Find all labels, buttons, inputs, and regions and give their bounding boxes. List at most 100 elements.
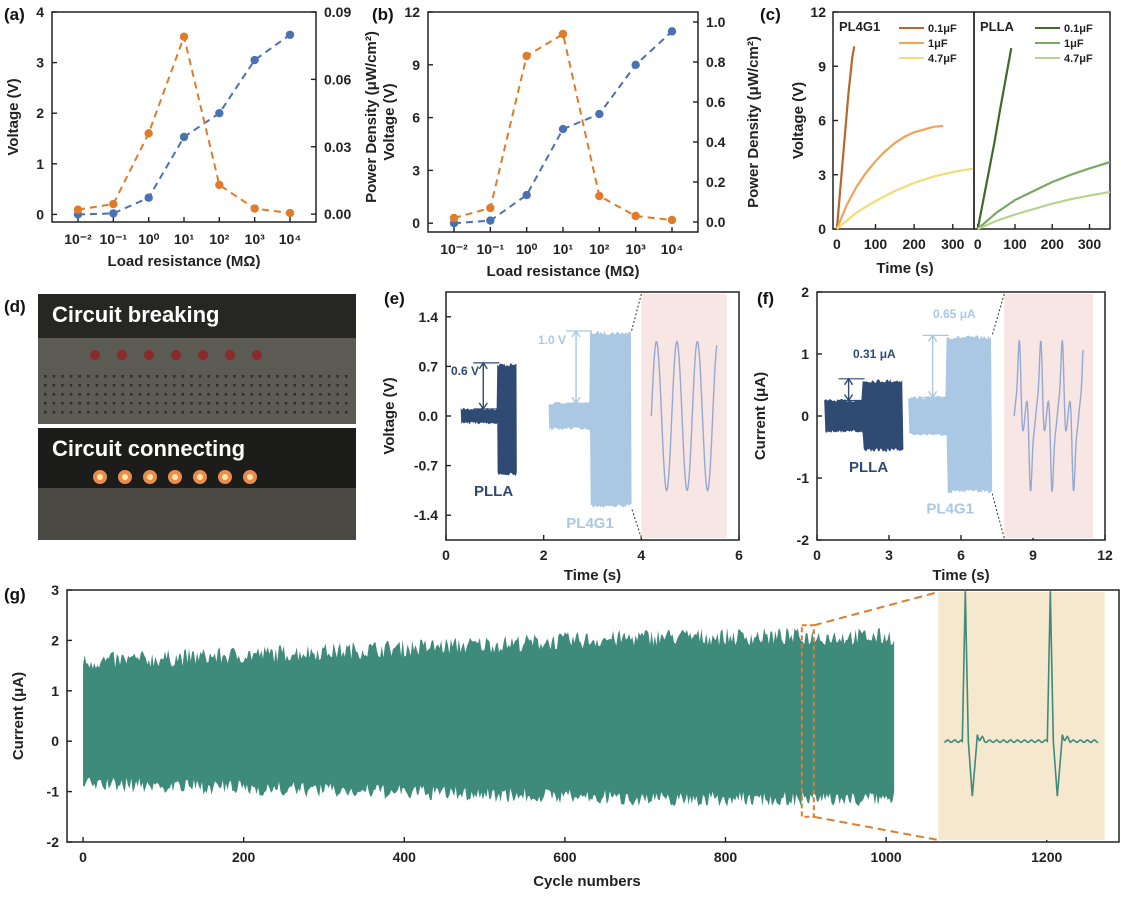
- breadboard-hole: [207, 393, 210, 396]
- y-tick-label: 0: [801, 408, 809, 424]
- g-signal-band: [83, 627, 895, 807]
- breadboard-top: [38, 338, 356, 424]
- y-right-tick-label: 0.2: [706, 174, 726, 190]
- breadboard-hole: [198, 393, 202, 396]
- c-x-axis-label: Time (s): [876, 260, 933, 277]
- x-axis-label: Load resistance (MΩ): [108, 253, 261, 270]
- y-axis-label: Current (μA): [752, 372, 769, 460]
- series-label-PLLA: PLLA: [849, 459, 888, 476]
- breadboard-hole: [130, 411, 133, 414]
- breadboard-hole: [173, 375, 176, 378]
- data-point: [215, 180, 224, 190]
- g-inset-waveform: [943, 591, 1099, 797]
- breadboard-hole: [147, 402, 150, 405]
- y-left-tick-label: 0: [36, 206, 44, 222]
- g-x-tick-label: 400: [393, 849, 417, 865]
- breadboard-hole: [164, 393, 167, 396]
- breadboard-hole: [207, 402, 210, 405]
- breadboard-hole: [224, 393, 228, 396]
- annotation-arrowhead: [478, 361, 488, 370]
- data-point: [73, 205, 83, 214]
- breadboard-hole: [147, 384, 150, 387]
- chart-b: 10⁻² 10⁻¹ 10⁰ 10¹ 10² 10³ 10⁴ 0 3 6 9 12 0.0 0.2 0.4 0.…: [404, 4, 725, 280]
- data-point: [486, 216, 495, 225]
- annotation-arrowhead: [571, 329, 581, 338]
- x-tick-label: 10⁻²: [440, 241, 468, 257]
- g-zoom-connector: [813, 815, 939, 841]
- y-tick-label: -2: [797, 532, 810, 548]
- breadboard-hole: [327, 402, 331, 405]
- breadboard-hole: [181, 402, 185, 405]
- breadboard-hole: [78, 393, 81, 396]
- breadboard-hole: [276, 384, 279, 387]
- breadboard-hole: [310, 375, 314, 378]
- breadboard-hole: [267, 411, 271, 414]
- breadboard-hole: [198, 402, 202, 405]
- breadboard-hole: [44, 393, 47, 396]
- panel-label-c: (c): [760, 5, 781, 24]
- breadboard-hole: [250, 402, 253, 405]
- panel-label-g: (g): [4, 585, 26, 604]
- breadboard-hole: [190, 402, 193, 405]
- c-x-tick-label: 0: [833, 236, 841, 252]
- data-point: [144, 129, 153, 138]
- breadboard-hole: [302, 402, 305, 405]
- c-series-line: [835, 46, 856, 230]
- data-point: [522, 190, 531, 200]
- breadboard-hole: [198, 375, 202, 378]
- breadboard-hole: [198, 411, 202, 414]
- x-tick-label: 0: [442, 547, 450, 563]
- c-series-line: [977, 190, 1111, 231]
- breadboard-hole: [336, 393, 339, 396]
- data-point: [250, 55, 259, 65]
- g-y-tick-label: 2: [51, 632, 59, 648]
- g-x-tick-label: 1000: [871, 849, 902, 865]
- g-y-tick-label: 3: [51, 582, 59, 598]
- g-x-tick-label: 800: [714, 849, 738, 865]
- breadboard-hole: [69, 393, 73, 396]
- g-x-tick-label: 1200: [1031, 849, 1062, 865]
- breadboard-hole: [190, 384, 193, 387]
- breadboard-hole: [302, 411, 305, 414]
- breadboard-hole: [310, 402, 314, 405]
- breadboard-hole: [276, 402, 279, 405]
- c-x-tick-label: 100: [1003, 236, 1027, 252]
- series-label-PLLA: PLLA: [474, 483, 513, 500]
- breadboard-hole: [181, 393, 185, 396]
- annotation-arrowhead: [928, 391, 938, 399]
- breadboard-hole: [61, 393, 64, 396]
- breadboard-hole: [87, 375, 90, 378]
- data-point: [667, 215, 677, 225]
- y-right-tick-label: 0.6: [706, 94, 726, 110]
- zoom-connector: [631, 293, 642, 332]
- g-x-tick-label: 200: [232, 849, 256, 865]
- breadboard-hole: [164, 402, 167, 405]
- breadboard-hole: [233, 384, 236, 387]
- led-on-core: [147, 474, 153, 480]
- breadboard-hole: [69, 402, 73, 405]
- breadboard-hole: [259, 402, 262, 405]
- breadboard-hole: [284, 384, 288, 387]
- breadboard-hole: [104, 393, 107, 396]
- zoom-connector: [631, 507, 642, 539]
- signal-band-PLLA: [460, 363, 517, 477]
- breadboard-hole: [173, 393, 176, 396]
- breadboard-hole: [95, 402, 99, 405]
- breadboard-hole: [61, 375, 64, 378]
- c-x-tick-label: 100: [864, 236, 888, 252]
- breadboard-hole: [267, 393, 271, 396]
- breadboard-hole: [104, 384, 107, 387]
- breadboard-hole: [310, 384, 314, 387]
- breadboard-bottom: [38, 488, 356, 540]
- signal-band-PL4G1: [548, 331, 632, 509]
- c-subplot-frame: [973, 11, 1111, 230]
- breadboard-hole: [130, 393, 133, 396]
- breadboard-hole: [319, 393, 322, 396]
- breadboard-hole: [52, 402, 56, 405]
- breadboard-hole: [284, 393, 288, 396]
- data-point: [631, 211, 640, 221]
- data-point: [215, 109, 224, 118]
- legend-label: 0.1μF: [1064, 23, 1093, 35]
- c-x-tick-label: 300: [941, 236, 965, 252]
- panel-label-d: (d): [4, 297, 26, 316]
